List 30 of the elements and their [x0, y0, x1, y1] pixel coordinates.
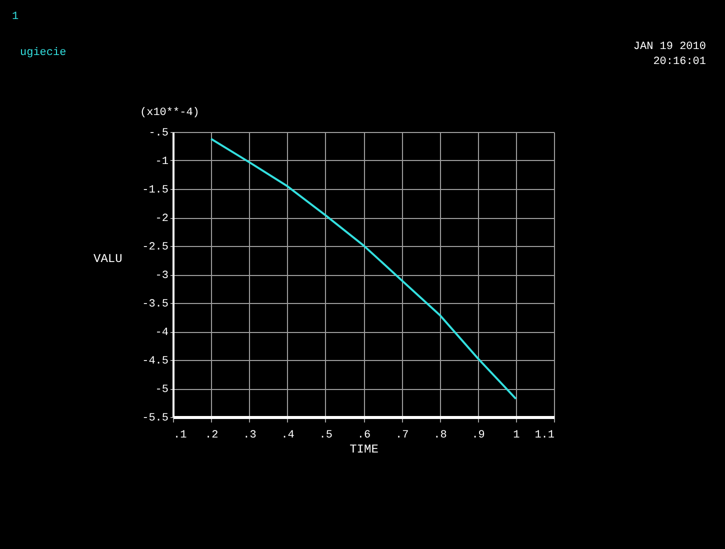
- x-tick-label: .2: [205, 430, 218, 442]
- y-tick-label: -2: [155, 213, 168, 225]
- y-tick-label: -3: [155, 270, 168, 282]
- text: 1: [12, 11, 19, 23]
- x-tick-label: .4: [281, 430, 295, 442]
- text: (x10**-4): [140, 107, 200, 119]
- line-series: [210, 138, 517, 400]
- y-tick-label: -1: [155, 156, 169, 168]
- x-tick-label: .8: [434, 430, 447, 442]
- text: 20:16:01: [653, 56, 706, 68]
- x-tick-label: 1: [513, 430, 520, 442]
- x-tick-label: 1.1: [534, 430, 555, 442]
- y-tick-label: -5.5: [142, 412, 168, 424]
- y-axis-title: VALU: [94, 252, 122, 266]
- x-tick-label: .5: [319, 430, 332, 442]
- x-tick-label: .1: [174, 430, 188, 442]
- y-tick-label: -.5: [148, 128, 168, 140]
- text: JAN 19 2010: [633, 41, 706, 53]
- x-axis-title: TIME: [350, 442, 378, 456]
- y-tick-label: -3.5: [142, 298, 168, 310]
- y-tick-label: -5: [155, 384, 168, 396]
- x-tick-label: .7: [396, 430, 409, 442]
- x-tick-label: .3: [243, 430, 256, 442]
- x-tick-label: .9: [472, 430, 485, 442]
- y-tick-label: -4.5: [142, 356, 168, 368]
- y-tick-label: -4: [155, 327, 169, 339]
- text: ugiecie: [20, 47, 66, 59]
- x-tick-label: .6: [357, 430, 371, 442]
- y-tick-label: -2.5: [142, 242, 168, 254]
- y-tick-label: -1.5: [142, 184, 168, 196]
